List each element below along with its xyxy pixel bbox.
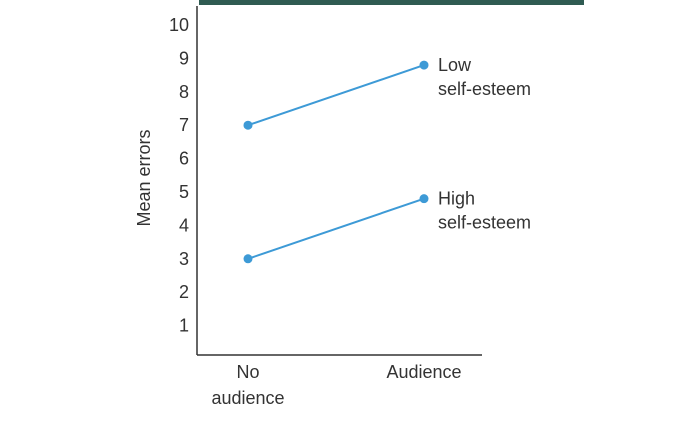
y-tick-label: 10 bbox=[169, 15, 189, 35]
series-group: Low self-esteem High self-esteem bbox=[243, 55, 531, 264]
y-tick-label: 6 bbox=[179, 149, 189, 169]
data-point bbox=[419, 60, 429, 70]
series-line bbox=[247, 197, 425, 260]
series-low-self-esteem: Low self-esteem bbox=[243, 55, 531, 130]
y-tick-label: 8 bbox=[179, 82, 189, 102]
chart-axes bbox=[196, 6, 482, 356]
series-label: Low self-esteem bbox=[438, 55, 531, 99]
y-tick-label: 1 bbox=[179, 316, 189, 336]
series-label: High self-esteem bbox=[438, 189, 531, 233]
series-high-self-esteem: High self-esteem bbox=[243, 189, 531, 264]
y-tick-label: 4 bbox=[179, 215, 189, 235]
y-tick-labels: 1 2 3 4 5 6 7 8 9 10 bbox=[169, 15, 189, 336]
y-tick-label: 3 bbox=[179, 249, 189, 269]
x-tick-label: Audience bbox=[386, 362, 461, 382]
series-line bbox=[247, 64, 425, 127]
y-tick-label: 2 bbox=[179, 282, 189, 302]
x-tick-labels: No audience Audience bbox=[211, 362, 461, 408]
y-tick-label: 7 bbox=[179, 115, 189, 135]
data-point bbox=[243, 254, 253, 264]
y-axis-title: Mean errors bbox=[134, 129, 154, 226]
x-tick-label: No audience bbox=[211, 362, 284, 408]
y-tick-label: 5 bbox=[179, 182, 189, 202]
header-bar bbox=[199, 0, 584, 5]
data-point bbox=[419, 194, 429, 204]
y-tick-label: 9 bbox=[179, 48, 189, 68]
data-point bbox=[243, 120, 253, 130]
